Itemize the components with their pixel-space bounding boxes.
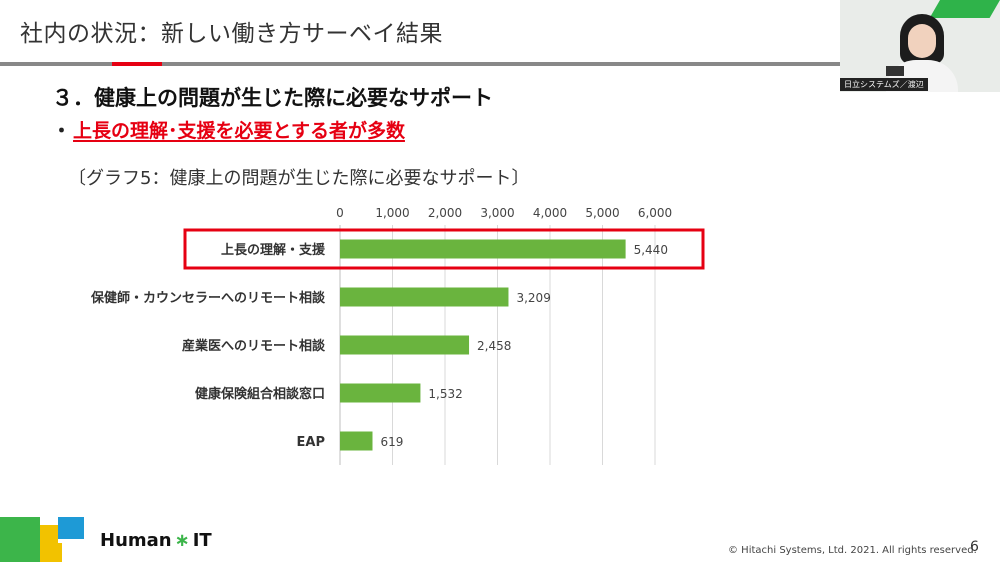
x-tick-label: 4,000 [533,206,567,220]
human-it-logo [0,517,90,562]
value-label: 1,532 [428,387,462,401]
x-tick-label: 3,000 [480,206,514,220]
highlight-box [183,228,705,270]
key-finding-text: 上長の理解･支援を必要とする者が多数 [73,120,405,142]
brand-right: IT [192,530,212,551]
value-label: 3,209 [516,291,550,305]
support-needs-bar-chart: 0 1,000 2,000 3,000 4,000 5,000 6,000 上長の理解・支援… [90,206,705,465]
bullet-mark: ・ [52,120,72,142]
brand-name: Human ∗ IT [100,530,212,551]
x-tick-label: 1,000 [375,206,409,220]
title-divider [0,62,840,66]
speaker-nameplate: 日立システムズ／渡辺 [840,78,928,91]
green-leaf-decoration [929,0,1000,18]
speaker-face [908,24,936,58]
brand-left: Human [100,530,172,551]
page-number: 6 [970,539,979,555]
bar [340,287,509,307]
category-label: 上長の理解・支援 [221,242,326,258]
value-label: 2,458 [477,339,511,353]
bar [340,383,421,403]
value-label: 5,440 [634,243,668,257]
microphone-icon [886,66,904,76]
logo-yellow-block [40,525,58,543]
value-label: 619 [380,435,403,449]
category-label: 産業医へのリモート相談 [182,338,326,354]
key-finding: ・上長の理解･支援を必要とする者が多数 [52,116,405,143]
category-label: EAP [297,435,325,450]
bar [340,239,626,259]
speaker-webcam-video: 日立システムズ／渡辺 [840,0,1000,92]
category-label: 保健師・カウンセラーへのリモート相談 [90,290,326,306]
bar [340,335,470,355]
category-label: 健康保険組合相談窓口 [195,386,325,402]
graph-caption: 〔グラフ5：健康上の問題が生じた際に必要なサポート〕 [68,168,530,189]
title-divider-accent [112,62,162,66]
bar [340,431,373,451]
copyright-notice: © Hitachi Systems, Ltd. 2021. All rights… [728,545,977,556]
x-tick-label: 6,000 [638,206,672,220]
x-tick-label: 5,000 [585,206,619,220]
asterisk-icon: ∗ [174,530,190,551]
slide-title: 社内の状況：新しい働き方サーベイ結果 [20,21,443,47]
logo-green-block [0,517,40,562]
logo-blue-block [58,517,84,539]
x-tick-label: 2,000 [428,206,462,220]
section-heading: ３．健康上の問題が生じた際に必要なサポート [52,86,493,110]
logo-yellow-block-lower [40,543,62,562]
x-tick-label: 0 [336,206,344,220]
